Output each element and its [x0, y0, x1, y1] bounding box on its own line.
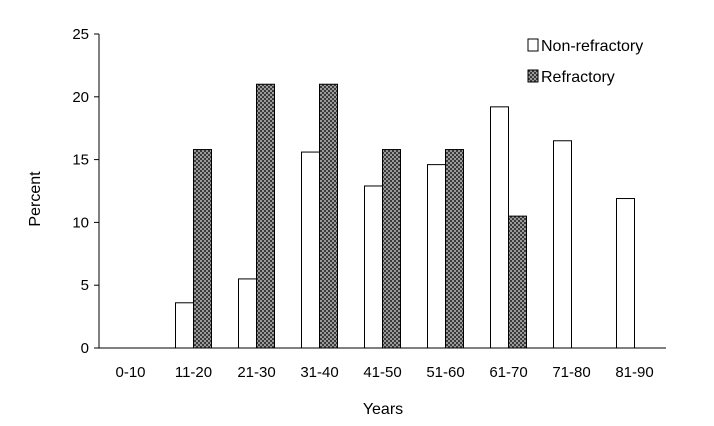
bar-refractory — [193, 149, 212, 349]
bar-non-refractory — [553, 140, 572, 349]
bar-non-refractory — [427, 164, 446, 349]
legend-label-refractory: Refractory — [541, 69, 615, 86]
bar-refractory — [445, 149, 464, 349]
x-tick-label: 81-90 — [615, 364, 653, 381]
bar-refractory — [256, 83, 275, 349]
bar-non-refractory — [490, 106, 509, 349]
x-axis-title: Years — [363, 401, 403, 418]
bar-non-refractory — [175, 302, 194, 349]
y-tick-label: 25 — [72, 26, 89, 43]
y-tick-label: 15 — [72, 152, 89, 169]
bar-non-refractory — [301, 151, 320, 349]
legend: Non-refractory Refractory — [527, 38, 643, 86]
y-tick-label: 5 — [81, 277, 89, 294]
y-axis-ticks: 0 5 10 15 20 25 — [72, 26, 99, 357]
legend-swatch-non-refractory — [527, 38, 539, 52]
y-axis-title: Percent — [27, 171, 44, 227]
bar-non-refractory — [616, 198, 635, 349]
bar-refractory — [319, 83, 338, 349]
x-tick-label: 11-20 — [175, 364, 212, 381]
x-tick-label: 41-50 — [363, 364, 401, 381]
x-tick-label: 51-60 — [426, 364, 464, 381]
bar-non-refractory — [364, 185, 383, 349]
bars — [175, 83, 635, 349]
legend-swatch-refractory — [527, 69, 539, 83]
y-tick-label: 10 — [72, 214, 89, 231]
y-tick-label: 20 — [72, 89, 89, 106]
x-tick-label: 61-70 — [489, 364, 527, 381]
x-tick-label: 21-30 — [237, 364, 275, 381]
bar-non-refractory — [238, 278, 257, 349]
legend-label-non-refractory: Non-refractory — [541, 38, 643, 55]
y-tick-label: 0 — [81, 340, 89, 357]
bar-refractory — [382, 149, 401, 349]
x-tick-label: 31-40 — [300, 364, 338, 381]
x-tick-label: 71-80 — [552, 364, 590, 381]
bar-refractory — [508, 215, 527, 349]
x-axis-tick-labels: 0-10 11-20 21-30 31-40 41-50 51-60 61-70 71-80 8… — [115, 364, 653, 381]
x-tick-label: 0-10 — [115, 364, 145, 381]
